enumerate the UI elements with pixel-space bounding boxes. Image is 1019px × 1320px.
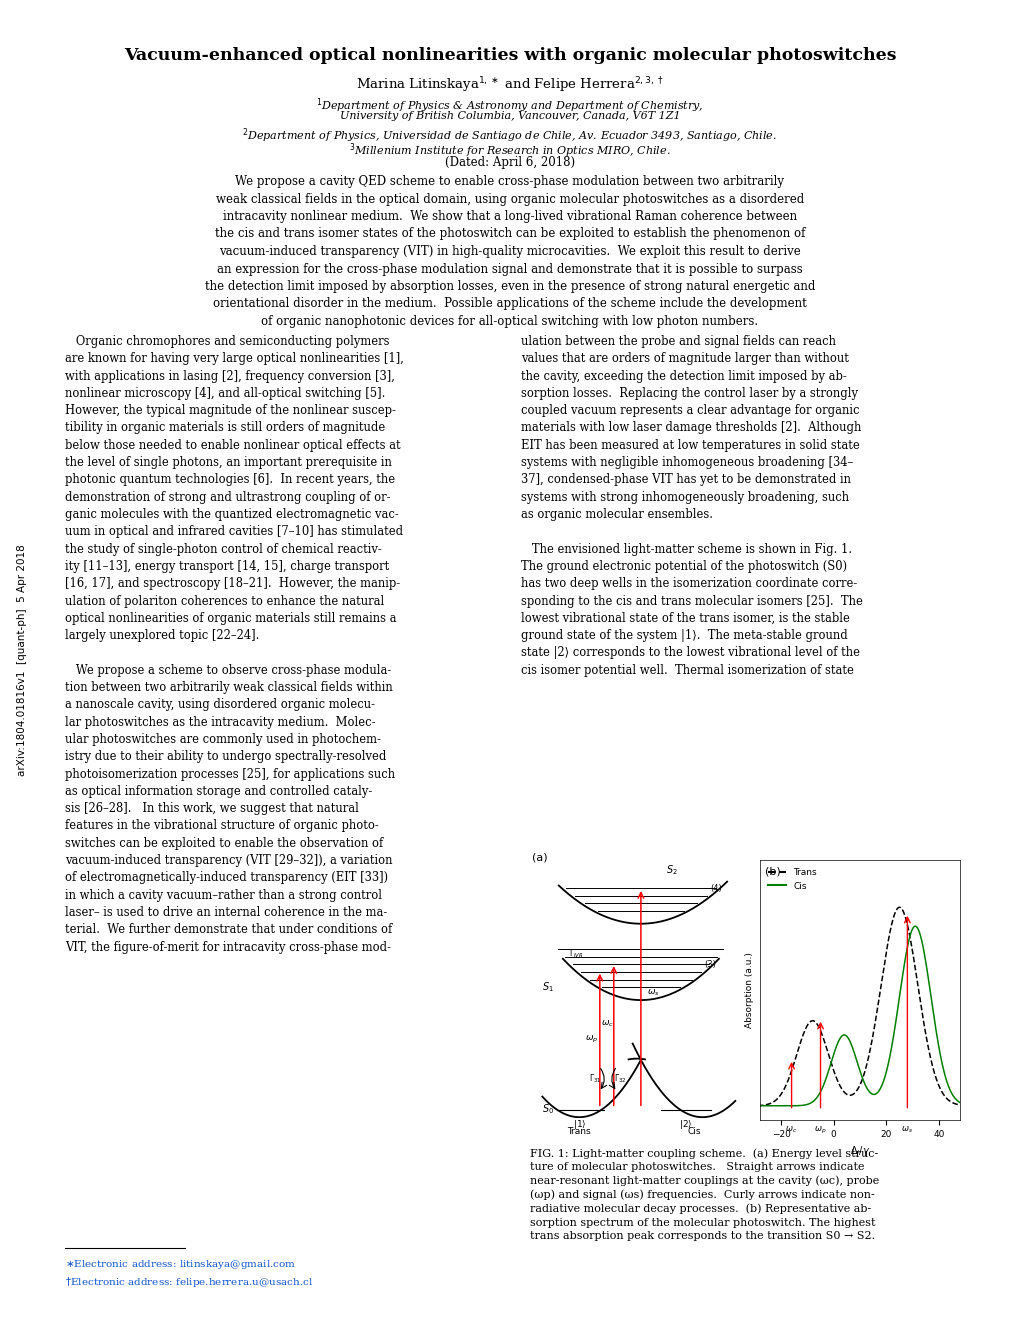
Text: $\ast$Electronic address: litinskaya@gmail.com: $\ast$Electronic address: litinskaya@gma… — [65, 1258, 296, 1271]
Text: $^1$Department of Physics & Astronomy and Department of Chemistry,: $^1$Department of Physics & Astronomy an… — [316, 96, 703, 115]
Text: $S_0$: $S_0$ — [542, 1102, 554, 1115]
X-axis label: $\Delta_j/\gamma$: $\Delta_j/\gamma$ — [849, 1144, 869, 1159]
Text: $\Gamma_{IVR}$: $\Gamma_{IVR}$ — [569, 948, 584, 961]
Cis — [836, 1028, 848, 1044]
Cis — [963, 1097, 975, 1113]
Line: Cis: Cis — [741, 927, 969, 1106]
Legend: Trans, Cis: Trans, Cis — [764, 865, 820, 894]
Cis — [892, 994, 904, 1010]
Text: (3): (3) — [703, 960, 715, 969]
Text: (4): (4) — [710, 883, 721, 892]
Text: Organic chromophores and semiconducting polymers
are known for having very large: Organic chromophores and semiconducting … — [65, 335, 404, 953]
Cis — [917, 946, 929, 962]
Trans — [735, 1098, 747, 1114]
Text: $\Gamma_{31}$: $\Gamma_{31}$ — [589, 1073, 601, 1085]
Cis — [735, 1098, 747, 1114]
Text: $\omega_c$: $\omega_c$ — [785, 1125, 797, 1135]
Line: Trans: Trans — [741, 907, 969, 1106]
Trans — [827, 1064, 840, 1080]
Text: arXiv:1804.01816v1  [quant-ph]  5 Apr 2018: arXiv:1804.01816v1 [quant-ph] 5 Apr 2018 — [17, 544, 28, 776]
Text: (a): (a) — [531, 853, 547, 862]
Trans — [893, 899, 905, 915]
Text: ulation between the probe and signal fields can reach
values that are orders of : ulation between the probe and signal fie… — [521, 335, 862, 677]
Text: (b): (b) — [764, 866, 781, 876]
Trans — [758, 1097, 770, 1113]
Text: FIG. 1: Light-matter coupling scheme.  (a) Energy level struc-
ture of molecular: FIG. 1: Light-matter coupling scheme. (a… — [530, 1148, 878, 1241]
Trans — [836, 1082, 848, 1098]
Trans — [963, 1098, 975, 1114]
Text: $\omega_p$: $\omega_p$ — [585, 1034, 598, 1045]
Cis — [758, 1098, 770, 1114]
Text: $\omega_s$: $\omega_s$ — [646, 987, 658, 998]
Text: $^3$Millenium Institute for Research in Optics MIRO, Chile.: $^3$Millenium Institute for Research in … — [348, 141, 671, 160]
Text: $S_1$: $S_1$ — [542, 979, 553, 994]
Text: University of British Columbia, Vancouver, Canada, V6T 1Z1: University of British Columbia, Vancouve… — [339, 111, 680, 121]
Trans — [917, 1019, 929, 1035]
Text: $^2$Department of Physics, Universidad de Santiago de Chile, Av. Ecuador 3493, S: $^2$Department of Physics, Universidad d… — [243, 125, 776, 145]
Text: $\omega_p$: $\omega_p$ — [813, 1125, 826, 1137]
Text: Trans: Trans — [567, 1127, 591, 1135]
Cis — [913, 928, 925, 944]
Y-axis label: Absorption (a.u.): Absorption (a.u.) — [745, 952, 754, 1028]
Text: Marina Litinskaya$^{1,\ast}$ and Felipe Herrera$^{2,3,\dagger}$: Marina Litinskaya$^{1,\ast}$ and Felipe … — [356, 75, 663, 95]
Text: $|1\rangle$: $|1\rangle$ — [572, 1118, 586, 1131]
Text: $\omega_s$: $\omega_s$ — [901, 1125, 912, 1135]
Text: $\dagger$Electronic address: felipe.herrera.u@usach.cl: $\dagger$Electronic address: felipe.herr… — [65, 1275, 313, 1290]
Cis — [827, 1045, 840, 1061]
Trans — [892, 899, 904, 915]
Text: Vacuum-enhanced optical nonlinearities with organic molecular photoswitches: Vacuum-enhanced optical nonlinearities w… — [123, 48, 896, 63]
Cis — [908, 919, 920, 935]
Text: (Dated: April 6, 2018): (Dated: April 6, 2018) — [444, 156, 575, 169]
Text: We propose a cavity QED scheme to enable cross-phase modulation between two arbi: We propose a cavity QED scheme to enable… — [205, 176, 814, 327]
Text: Cis: Cis — [687, 1127, 700, 1135]
Trans — [913, 994, 925, 1010]
Text: $|2\rangle$: $|2\rangle$ — [679, 1118, 692, 1131]
Text: $S_2$: $S_2$ — [664, 863, 677, 876]
Text: $\Gamma_{32}$: $\Gamma_{32}$ — [613, 1073, 626, 1085]
Text: $\omega_c$: $\omega_c$ — [601, 1019, 613, 1030]
